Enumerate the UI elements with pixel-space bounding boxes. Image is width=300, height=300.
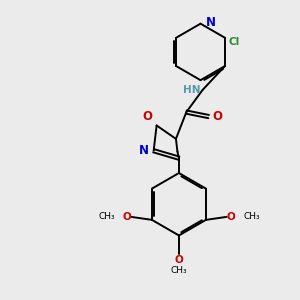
Text: O: O: [227, 212, 236, 222]
Text: HN: HN: [183, 85, 200, 95]
Text: O: O: [122, 212, 131, 222]
Text: O: O: [212, 110, 223, 123]
Text: N: N: [139, 144, 149, 157]
Text: CH₃: CH₃: [98, 212, 115, 221]
Text: O: O: [175, 255, 183, 266]
Text: Cl: Cl: [229, 37, 240, 47]
Text: N: N: [206, 16, 216, 29]
Text: CH₃: CH₃: [171, 266, 187, 275]
Text: O: O: [142, 110, 152, 122]
Text: CH₃: CH₃: [243, 212, 260, 221]
